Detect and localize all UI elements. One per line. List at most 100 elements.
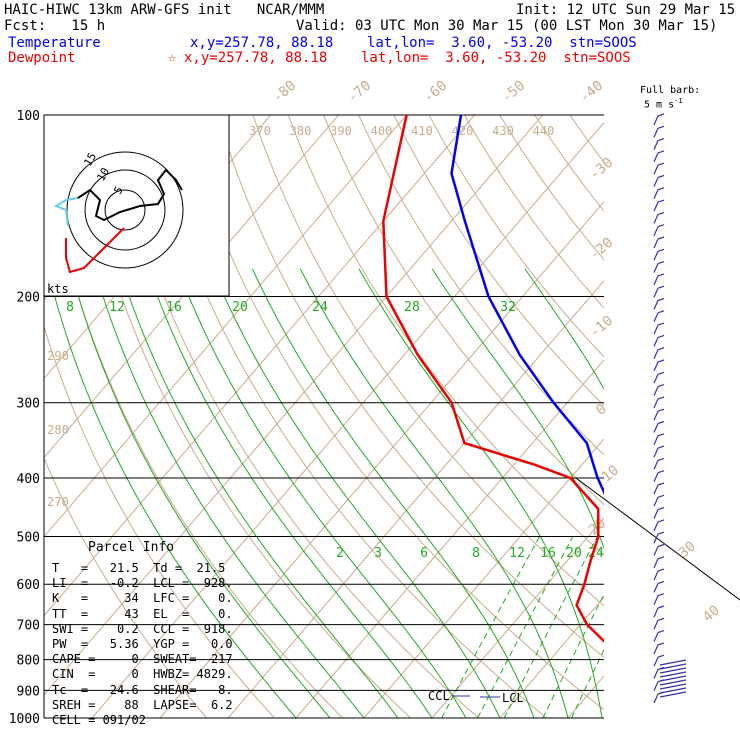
isotherm-label: -50	[499, 78, 529, 107]
dewpoint-location: x,y=257.78, 88.18 lat,lon= 3.60, -53.20 …	[184, 50, 631, 66]
wind-barb	[657, 494, 665, 498]
wind-barb	[653, 386, 659, 396]
wind-barb	[653, 435, 659, 446]
isotherm-line	[636, 115, 740, 718]
wind-barb	[657, 445, 665, 449]
wind-barb	[657, 396, 665, 400]
wind-barb	[657, 408, 665, 412]
wind-barb	[657, 531, 665, 535]
pressure-label: 300	[17, 397, 40, 412]
mixing-ratio-line	[668, 537, 740, 719]
hodograph-units: kts	[47, 282, 69, 296]
wind-barb	[653, 275, 659, 286]
moist-adiabat-line	[637, 269, 710, 718]
parcel-info-row: SREH = 88 LAPSE= 6.2	[52, 697, 233, 712]
isotherm-line	[363, 438, 604, 718]
wind-barb	[657, 384, 665, 388]
wind-barb	[653, 484, 659, 495]
isotherm-line	[295, 359, 604, 718]
parcel-info-row: LI = -0.2 LCL = 928.	[52, 576, 233, 591]
isotherm-line	[567, 675, 604, 718]
dry-adiabat-line	[499, 115, 604, 261]
ccl-label: CCL	[428, 689, 450, 703]
wind-barb	[653, 644, 659, 655]
dry-adiabat-line	[287, 115, 604, 556]
wind-barb	[657, 630, 665, 634]
wind-barb	[657, 433, 665, 437]
dewpoint-legend: Dewpoint	[8, 50, 76, 66]
mixing-ratio-label: 16	[166, 300, 182, 315]
wind-barb	[653, 349, 659, 359]
chart-title: HAIC-HIWC 13km ARW-GFS init NCAR/MMM	[4, 2, 325, 18]
temperature-profile	[450, 115, 604, 495]
dry-adiabat-line	[182, 115, 604, 711]
wind-barb	[653, 533, 659, 544]
isotherm-line	[44, 115, 475, 617]
wind-barb	[657, 322, 665, 326]
dry-adiabat-line	[323, 115, 604, 506]
mixing-ratio-line	[706, 537, 740, 719]
wind-barb	[653, 620, 659, 630]
moist-adiabat-line	[252, 268, 535, 718]
wind-barb	[657, 297, 665, 302]
init-time: Init: 12 UTC Sun 29 Mar 15	[516, 2, 736, 18]
hodograph-ring-label: 15	[81, 151, 99, 169]
mixing-ratio-label: 16	[540, 546, 556, 561]
isotherm-label: -40	[577, 78, 607, 107]
wind-barb	[657, 507, 665, 511]
parcel-info-row: CAPE = 0 SWEAT= 217	[52, 652, 233, 667]
pressure-label: 200	[17, 291, 40, 306]
wind-barb	[657, 187, 665, 191]
wind-barb	[653, 214, 659, 224]
wind-barb	[657, 519, 665, 523]
wind-barb	[653, 632, 659, 642]
wind-barb	[657, 199, 665, 203]
hodograph-trace-low	[53, 197, 79, 227]
hodograph-ring	[104, 189, 146, 231]
isotherm-label: -30	[587, 155, 617, 184]
wind-barb	[657, 359, 665, 363]
dry-adiabat-line	[393, 115, 604, 407]
pressure-label: 900	[17, 684, 40, 699]
wind-barb	[657, 593, 665, 597]
theta-label: 420	[452, 124, 474, 138]
wind-barb	[653, 595, 659, 605]
theta-label: 380	[290, 124, 312, 138]
wind-barb	[653, 656, 659, 667]
wind-barb	[659, 663, 687, 670]
hodograph-trace-upper	[77, 168, 183, 222]
isotherm-line	[44, 115, 407, 538]
isotherm-line	[91, 121, 604, 718]
wind-barb	[653, 497, 659, 507]
parcel-info-row: SWI = 0.2 CCL = 918.	[52, 621, 233, 636]
isotherm-label: 0	[593, 401, 610, 419]
parcel-info-row: CELL = 091/02	[52, 713, 146, 727]
dry-adiabat-line	[534, 115, 604, 212]
theta-label: 390	[330, 124, 352, 138]
pressure-label: 1000	[9, 712, 40, 727]
mixing-ratio-label: 32	[500, 300, 516, 315]
wind-barb	[653, 177, 659, 187]
moist-adiabat-line	[70, 268, 331, 718]
mixing-ratio-line	[688, 537, 740, 719]
wind-barb	[653, 447, 659, 458]
wind-barb	[653, 189, 659, 200]
theta-label: 440	[533, 124, 555, 138]
dewpoint-profile	[382, 115, 604, 643]
mixing-ratio-line	[477, 536, 574, 718]
wind-barb	[653, 300, 659, 310]
wind-barb	[653, 410, 659, 421]
theta-label: 400	[371, 124, 393, 138]
wind-barb	[653, 251, 659, 261]
wind-barb	[653, 164, 659, 175]
moist-adiabat-line	[94, 268, 365, 718]
wind-barb	[653, 374, 659, 384]
wind-barb	[657, 248, 665, 252]
wind-barb	[657, 273, 665, 277]
dry-adiabat-line	[76, 115, 412, 718]
moist-adiabat-line	[299, 268, 569, 718]
wind-barb	[657, 224, 665, 228]
isotherm-label: 30	[676, 538, 699, 561]
barb-legend-units: 5 m s-1	[644, 97, 683, 111]
isotherm-line	[44, 115, 339, 459]
